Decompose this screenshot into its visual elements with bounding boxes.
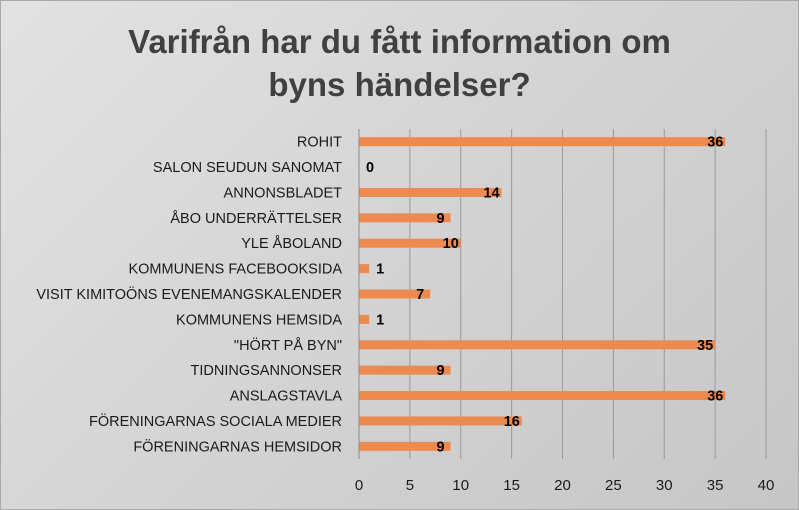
category-label: ANSLAGSTAVLA [230,389,343,405]
x-tick-label: 25 [605,477,622,494]
category-label: ÅBO UNDERRÄTTELSER [170,210,342,227]
x-tick-label: 40 [758,477,775,494]
category-label: VISIT KIMITOÖNS EVENEMANGSKALENDER [36,285,342,303]
data-label: 14 [483,185,499,201]
bar [359,314,370,324]
x-tick-label: 10 [452,477,469,494]
x-tick-label: 0 [355,477,363,494]
data-label: 7 [416,287,424,303]
data-label: 9 [437,211,445,227]
bar [359,238,461,248]
category-label: YLE ÅBOLAND [241,235,342,252]
x-tick-label: 30 [656,477,673,494]
data-label: 16 [504,414,520,430]
category-label: FÖRENINGARNAS SOCIALA MEDIER [89,412,342,430]
x-tick-label: 20 [554,477,571,494]
data-label: 1 [376,312,384,328]
category-label: ROHIT [297,135,342,151]
bar [359,289,431,299]
data-label: 36 [707,135,723,151]
bar [359,441,451,451]
data-label: 10 [443,236,459,252]
chart-title-line-1: Varifrån har du fått information om [128,23,671,60]
chart-title-line-2: byns händelser? [268,66,531,103]
bar [359,340,716,350]
category-label: KOMMUNENS FACEBOOKSIDA [128,262,342,278]
chart-title: Varifrån har du fått information om byns… [0,20,799,106]
category-label: TIDNINGSANNONSER [191,363,342,379]
bar [359,365,451,375]
data-label: 9 [437,439,445,455]
bar [359,213,451,223]
x-tick-label: 35 [707,477,724,494]
data-label: 1 [376,262,384,278]
data-label: 35 [697,338,713,354]
category-label: SALON SEUDUN SANOMAT [153,160,342,176]
bar [359,264,370,274]
bar [359,391,726,401]
category-label: KOMMUNENS HEMSIDA [176,312,342,328]
data-label: 36 [707,389,723,405]
category-label: "HÖRT PÅ BYN" [234,336,342,354]
bar [359,187,502,197]
category-label: ANNONSBLADET [224,185,343,201]
x-tick-label: 15 [503,477,520,494]
category-label: FÖRENINGARNAS HEMSIDOR [133,437,342,455]
bar [359,416,522,426]
data-label: 0 [366,160,374,176]
bar [359,137,726,147]
x-tick-label: 5 [406,477,414,494]
data-label: 9 [437,363,445,379]
